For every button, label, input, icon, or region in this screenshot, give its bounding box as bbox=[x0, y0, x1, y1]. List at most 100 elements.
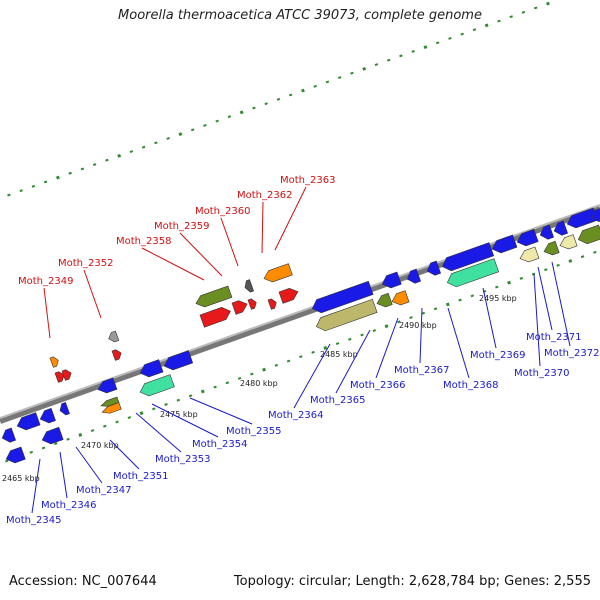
track-tick bbox=[139, 411, 144, 416]
track-tick bbox=[288, 93, 293, 97]
track-tick bbox=[507, 280, 511, 285]
label-leader bbox=[83, 269, 102, 319]
label-leader bbox=[537, 266, 553, 331]
scale-label: 2470 kbp bbox=[81, 441, 119, 450]
track-tick bbox=[372, 329, 377, 333]
track-tick bbox=[55, 175, 60, 180]
gene-arrow bbox=[1, 427, 17, 443]
track-tick bbox=[323, 346, 328, 350]
label-leader bbox=[375, 317, 399, 379]
gene-arrow bbox=[139, 359, 164, 378]
track-tick bbox=[43, 180, 48, 184]
track-tick bbox=[54, 442, 58, 446]
gene-label: Moth_2353 bbox=[155, 454, 210, 465]
gene-label: Moth_2358 bbox=[116, 236, 171, 247]
gene-label: Moth_2346 bbox=[41, 500, 96, 511]
scale-label: 2465 kbp bbox=[2, 474, 40, 483]
upper-dot-track bbox=[7, 1, 550, 197]
label-leader bbox=[109, 439, 140, 470]
gene-box bbox=[108, 330, 120, 343]
gene-label: Moth_2355 bbox=[226, 426, 281, 437]
track-tick bbox=[103, 424, 107, 428]
gene-box bbox=[559, 234, 578, 250]
gene-label: Moth_2362 bbox=[237, 190, 292, 201]
gene-arrow bbox=[61, 369, 72, 381]
gene-label: Moth_2354 bbox=[192, 439, 247, 450]
gene-box bbox=[376, 292, 393, 308]
gene-arrow bbox=[247, 298, 257, 310]
gene-arrow bbox=[41, 426, 64, 445]
accession-text: Accession: NC_007644 bbox=[9, 574, 157, 589]
gene-label: Moth_2349 bbox=[18, 276, 73, 287]
track-tick bbox=[237, 376, 242, 380]
scale-label: 2490 kbp bbox=[399, 321, 437, 330]
gene-arrow bbox=[231, 300, 248, 315]
track-tick bbox=[141, 145, 146, 149]
track-tick bbox=[276, 97, 281, 101]
gene-arrow bbox=[278, 288, 299, 304]
track-tick bbox=[435, 41, 440, 45]
track-tick bbox=[335, 342, 340, 346]
track-tick bbox=[409, 316, 413, 319]
track-tick bbox=[546, 1, 550, 6]
track-tick bbox=[337, 76, 342, 80]
gene-arrow bbox=[591, 208, 600, 222]
track-tick bbox=[19, 189, 23, 193]
gene-arrow bbox=[97, 377, 118, 394]
track-tick bbox=[166, 137, 170, 140]
track-tick bbox=[397, 320, 401, 324]
gene-arrow bbox=[111, 349, 122, 361]
track-tick bbox=[274, 363, 279, 367]
gene-label: Moth_2366 bbox=[350, 380, 405, 391]
track-tick bbox=[460, 32, 464, 36]
track-tick bbox=[521, 10, 526, 14]
gene-arrow bbox=[491, 234, 518, 254]
track-tick bbox=[68, 171, 72, 175]
gene-label: Moth_2365 bbox=[310, 395, 365, 406]
gene-box bbox=[139, 374, 175, 397]
track-tick bbox=[421, 311, 426, 315]
label-leader bbox=[482, 287, 497, 349]
track-tick bbox=[484, 23, 489, 28]
gene-label: Moth_2367 bbox=[394, 365, 449, 376]
track-tick bbox=[299, 355, 303, 359]
gene-arrow bbox=[49, 356, 59, 368]
gene-label: Moth_2363 bbox=[280, 175, 335, 186]
gene-arrow bbox=[16, 412, 41, 431]
track-tick bbox=[115, 420, 119, 424]
label-leader bbox=[447, 307, 470, 379]
track-tick bbox=[117, 153, 122, 158]
label-leader bbox=[31, 458, 41, 514]
label-leader bbox=[135, 412, 182, 453]
track-tick bbox=[448, 36, 452, 40]
label-leader bbox=[189, 397, 253, 425]
gene-label: Moth_2370 bbox=[514, 368, 569, 379]
track-tick bbox=[90, 429, 95, 433]
track-tick bbox=[458, 298, 462, 302]
scale-label: 2475 kbp bbox=[160, 410, 198, 419]
gene-arrow bbox=[516, 228, 539, 247]
gene-arrow bbox=[39, 407, 56, 424]
track-tick bbox=[350, 71, 354, 75]
track-tick bbox=[544, 268, 548, 272]
track-tick bbox=[262, 367, 266, 372]
track-tick bbox=[580, 255, 585, 259]
track-tick bbox=[423, 45, 428, 50]
track-tick bbox=[568, 259, 573, 263]
track-tick bbox=[200, 389, 205, 394]
label-leader bbox=[141, 247, 205, 281]
gene-label: Moth_2351 bbox=[113, 471, 168, 482]
track-tick bbox=[495, 285, 499, 289]
label-leader bbox=[419, 307, 423, 364]
gene-box bbox=[391, 290, 410, 306]
track-tick bbox=[154, 141, 158, 145]
label-leader bbox=[75, 446, 103, 484]
track-tick bbox=[7, 193, 11, 197]
track-tick bbox=[264, 102, 268, 106]
track-tick bbox=[470, 294, 475, 298]
track-tick bbox=[190, 128, 195, 132]
gene-box bbox=[543, 240, 560, 256]
gene-arrow bbox=[59, 401, 70, 416]
track-tick bbox=[301, 88, 305, 93]
